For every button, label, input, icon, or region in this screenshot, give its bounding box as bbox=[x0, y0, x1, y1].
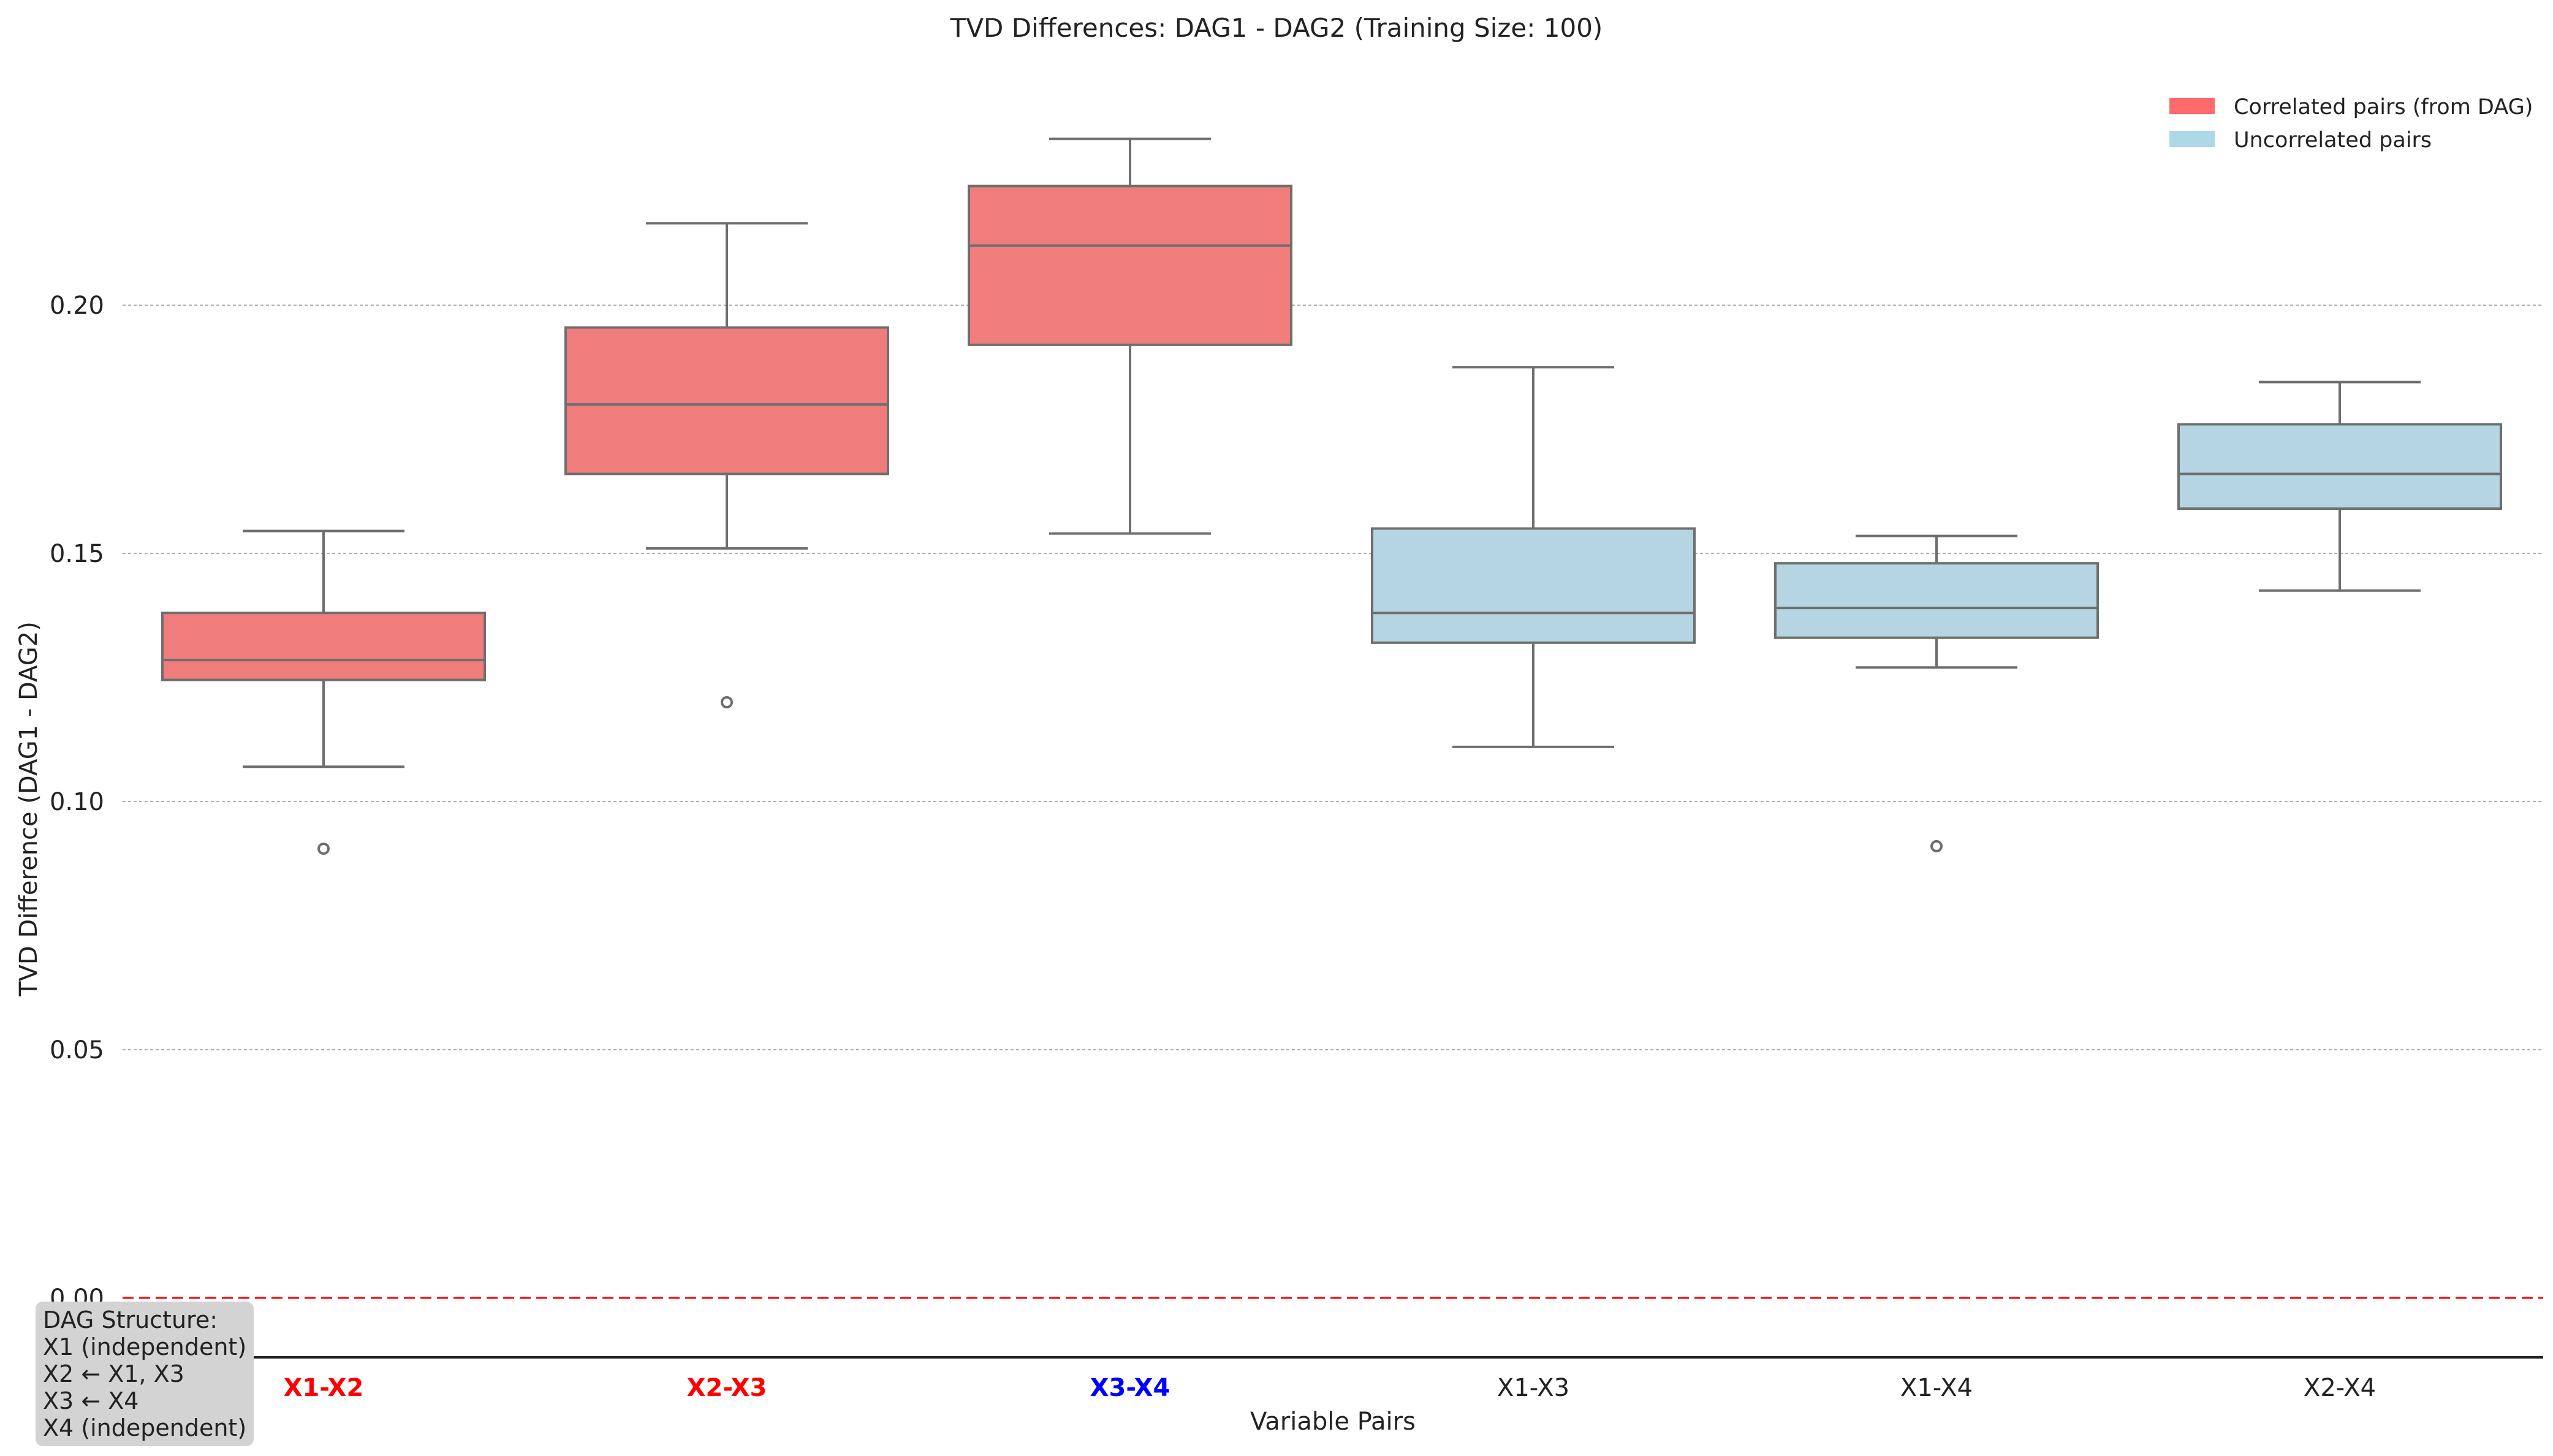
x-tick-label: X2-X3 bbox=[687, 1374, 767, 1402]
iqr-box bbox=[564, 326, 889, 476]
box-x1-x2 bbox=[161, 529, 486, 855]
box-series bbox=[161, 137, 2502, 855]
y-tick-label: 0.15 bbox=[50, 540, 104, 568]
y-tick-label: 0.20 bbox=[50, 292, 104, 320]
outlier-point bbox=[1930, 840, 1943, 852]
dag-structure-line: X1 (independent) bbox=[43, 1333, 247, 1360]
outlier-point bbox=[317, 842, 330, 855]
outlier-point bbox=[721, 696, 733, 708]
iqr-box bbox=[2177, 423, 2502, 510]
dag-structure-line: X4 (independent) bbox=[43, 1414, 247, 1441]
box-x1-x4 bbox=[1774, 534, 2099, 852]
y-tick-label: 0.10 bbox=[50, 788, 104, 816]
y-gridlines bbox=[123, 305, 2543, 1299]
box-x1-x3 bbox=[1371, 366, 1696, 748]
x-tick-label: X1-X3 bbox=[1497, 1374, 1569, 1402]
iqr-box bbox=[1774, 562, 2099, 639]
x-tick-label: X2-X4 bbox=[2304, 1374, 2376, 1402]
dag-structure-line: X2 ← X1, X3 bbox=[43, 1360, 184, 1387]
x-tick-labels: X1-X2 X2-X3 X3-X4 X1-X3 X1-X4 X2-X4 bbox=[284, 1374, 2376, 1402]
y-tick-labels: 0.000.050.100.150.20 bbox=[50, 292, 104, 1313]
y-tick-label: 0.05 bbox=[50, 1036, 104, 1064]
x-tick-label: X1-X4 bbox=[1900, 1374, 1973, 1402]
y-axis-label: TVD Difference (DAG1 - DAG2) bbox=[15, 621, 43, 997]
legend-swatch-uncorrelated bbox=[2169, 131, 2215, 147]
box-x2-x3 bbox=[564, 222, 889, 708]
chart-title: TVD Differences: DAG1 - DAG2 (Training S… bbox=[950, 13, 1603, 43]
x-tick-label: X1-X2 bbox=[284, 1374, 364, 1402]
dag-structure-annotation: DAG Structure: X1 (independent) X2 ← X1,… bbox=[36, 1302, 254, 1446]
dag-structure-line: X3 ← X4 bbox=[43, 1387, 139, 1414]
legend-label-correlated: Correlated pairs (from DAG) bbox=[2234, 95, 2533, 119]
dag-structure-title: DAG Structure: bbox=[43, 1306, 218, 1333]
x-tick-label: X3-X4 bbox=[1090, 1374, 1170, 1402]
legend-swatch-correlated bbox=[2169, 98, 2215, 114]
legend: Correlated pairs (from DAG) Uncorrelated… bbox=[2169, 95, 2533, 153]
iqr-box bbox=[1371, 527, 1696, 644]
iqr-box bbox=[968, 184, 1292, 346]
legend-label-uncorrelated: Uncorrelated pairs bbox=[2234, 128, 2432, 153]
box-x2-x4 bbox=[2177, 381, 2502, 592]
x-axis-label: Variable Pairs bbox=[1250, 1408, 1416, 1436]
iqr-box bbox=[161, 612, 486, 681]
box-x3-x4 bbox=[968, 137, 1292, 535]
